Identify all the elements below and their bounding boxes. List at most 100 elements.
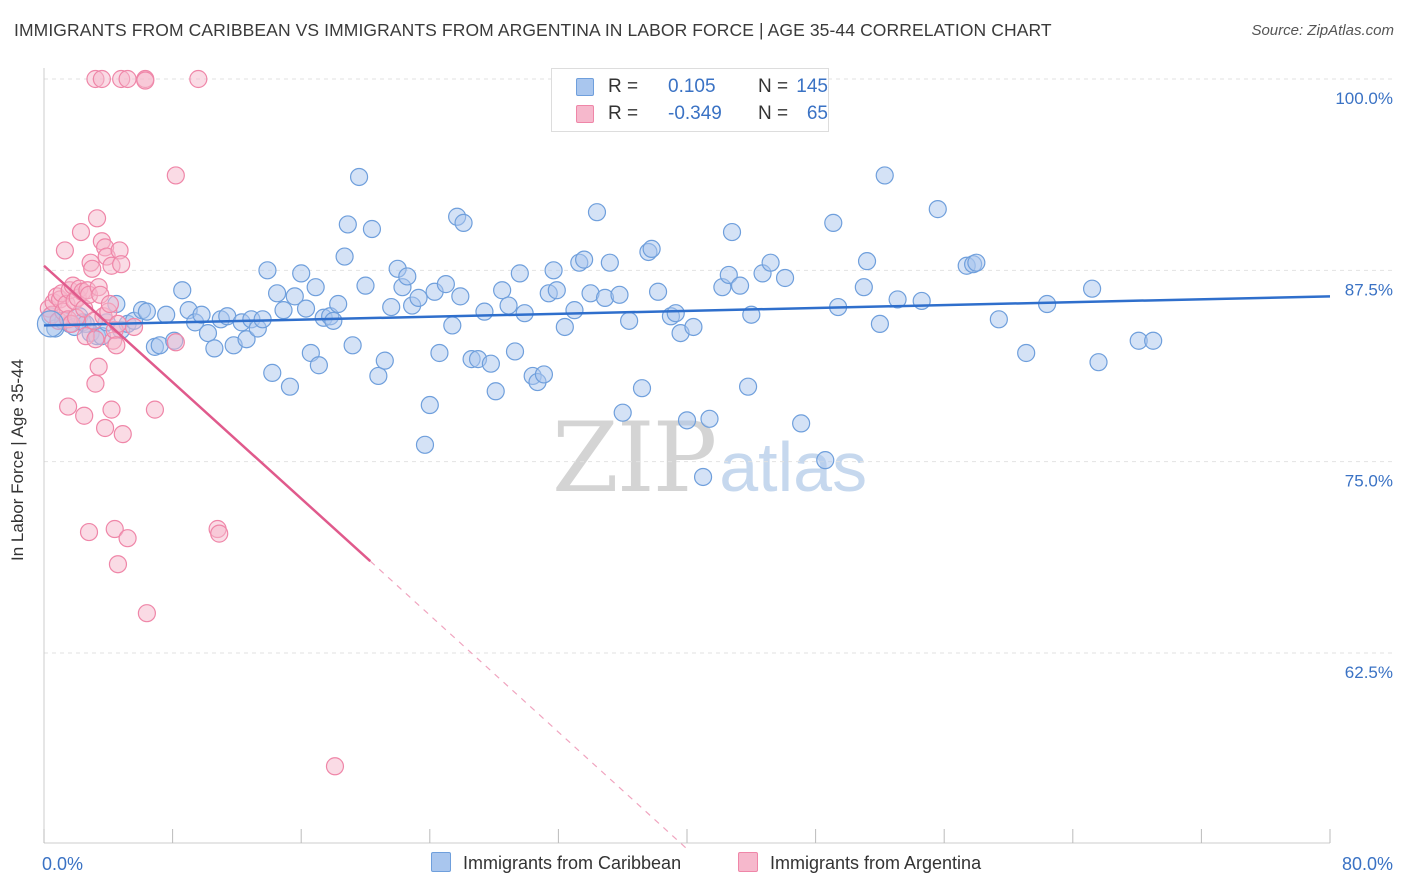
caribbean-point — [306, 278, 325, 297]
caribbean-point — [648, 282, 668, 301]
argentina-point — [75, 406, 94, 425]
caribbean-point — [888, 290, 907, 309]
caribbean-point — [343, 336, 362, 355]
y-tick-label: 62.5% — [1345, 663, 1393, 682]
caribbean-point — [356, 276, 375, 295]
caribbean-point — [430, 343, 449, 363]
caribbean-point — [443, 316, 462, 335]
caribbean-point — [486, 382, 505, 401]
legend-r-label: R = — [608, 103, 639, 124]
argentina-trendline — [43, 264, 372, 563]
caribbean-point — [375, 351, 394, 370]
argentina-point — [100, 294, 120, 314]
caribbean-point — [454, 213, 473, 232]
caribbean-point — [205, 339, 224, 358]
legend-r-label: R = — [608, 76, 639, 97]
caribbean-point — [613, 403, 632, 422]
caribbean-point — [192, 305, 211, 324]
caribbean-point — [761, 253, 780, 272]
x-tick-label: 80.0% — [1342, 854, 1393, 874]
caribbean-point — [575, 250, 594, 269]
caribbean-point — [420, 395, 439, 415]
argentina-point — [166, 166, 185, 185]
caribbean-point — [816, 451, 835, 470]
caribbean-point — [369, 366, 388, 386]
argentina-point — [136, 71, 155, 90]
argentina-point — [89, 357, 108, 376]
argentina-point — [166, 333, 185, 352]
caribbean-point — [555, 317, 574, 337]
caribbean-point — [274, 301, 293, 320]
caribbean-point — [587, 203, 607, 222]
bottom-legend-swatch — [431, 852, 451, 872]
caribbean-point — [722, 222, 742, 242]
caribbean-point — [198, 323, 218, 343]
caribbean-point — [309, 356, 328, 375]
argentina-point — [95, 418, 115, 438]
argentina-point — [325, 757, 345, 776]
caribbean-point — [730, 276, 750, 295]
caribbean-point — [1017, 343, 1036, 363]
caribbean-point — [398, 267, 417, 286]
caribbean-point — [329, 294, 348, 314]
legend-swatch-caribbean — [576, 78, 594, 96]
caribbean-point — [173, 281, 192, 300]
caribbean-point — [565, 301, 584, 320]
caribbean-point — [237, 330, 256, 349]
argentina-point — [118, 69, 137, 89]
legend-n-label: N = — [758, 103, 789, 124]
caribbean-point — [263, 363, 282, 382]
x-tick-label: 0.0% — [42, 854, 83, 874]
caribbean-point — [666, 304, 685, 323]
argentina-point — [145, 400, 165, 419]
caribbean-point — [349, 167, 369, 187]
caribbean-point — [258, 261, 277, 280]
caribbean-point — [481, 354, 500, 373]
argentina-point — [113, 425, 132, 444]
bottom-legend-label: Immigrants from Argentina — [770, 853, 982, 873]
y-tick-label: 87.5% — [1345, 280, 1393, 299]
y-tick-label: 100.0% — [1335, 89, 1393, 108]
caribbean-point — [280, 377, 300, 396]
argentina-point — [86, 330, 105, 349]
argentina-point — [124, 317, 144, 337]
caribbean-point — [335, 247, 354, 266]
caribbean-point — [415, 435, 435, 454]
caribbean-point — [875, 166, 894, 185]
bottom-legend-swatch — [738, 852, 758, 872]
argentina-point — [102, 400, 121, 419]
caribbean-point — [677, 411, 697, 430]
caribbean-point — [382, 297, 401, 317]
caribbean-point — [547, 281, 566, 300]
bottom-legend-caribbean: Immigrants from Caribbean — [431, 852, 681, 874]
bottom-legend-argentina: Immigrants from Argentina — [738, 852, 981, 874]
argentina-point — [137, 604, 156, 623]
caribbean-point — [137, 302, 156, 321]
argentina-trendline-extension — [369, 560, 688, 850]
caribbean-point — [436, 275, 455, 294]
legend-r-value: -0.349 — [668, 103, 722, 124]
caribbean-point — [642, 239, 661, 259]
caribbean-point — [738, 377, 758, 396]
caribbean-point — [775, 268, 795, 288]
source-label: Source: ZipAtlas.com — [1251, 22, 1394, 39]
caribbean-point — [493, 281, 512, 300]
caribbean-point — [510, 264, 529, 283]
caribbean-point — [362, 219, 382, 239]
argentina-point — [189, 69, 208, 89]
caribbean-point — [632, 379, 652, 398]
caribbean-trendline — [43, 295, 1331, 327]
caribbean-point — [620, 311, 639, 330]
caribbean-point — [854, 278, 873, 297]
legend-n-label: N = — [758, 76, 789, 97]
caribbean-point — [700, 409, 719, 428]
stats-legend: R = 0.105 N = 145 R = -0.349 N = 65 — [551, 68, 829, 132]
caribbean-point — [475, 302, 494, 321]
watermark-atlas: atlas — [719, 428, 868, 506]
legend-n-value: 65 — [806, 103, 828, 124]
caribbean-point — [824, 213, 843, 232]
caribbean-point — [684, 317, 703, 337]
caribbean-point — [792, 414, 811, 433]
argentina-point — [210, 524, 229, 543]
